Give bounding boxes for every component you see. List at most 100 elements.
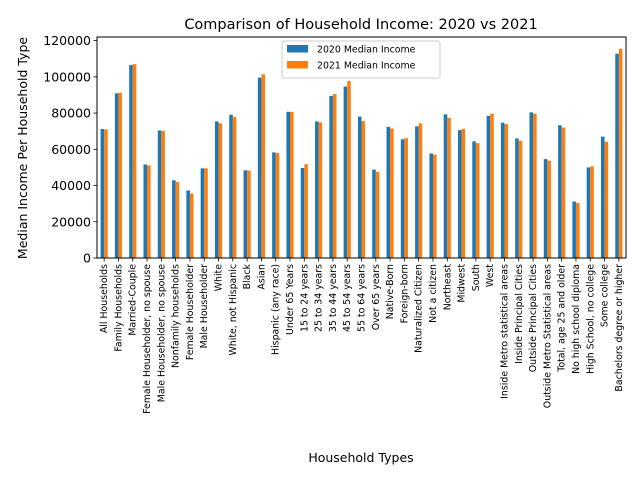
y-tick-label-1: 20000 bbox=[51, 214, 91, 229]
bar-2020-25 bbox=[458, 130, 462, 258]
bar-2020-24 bbox=[443, 114, 448, 258]
bar-2021-22 bbox=[418, 123, 423, 258]
x-tick-label-26: South bbox=[471, 264, 482, 291]
bar-2021-32 bbox=[561, 127, 566, 259]
x-tick-label-21: Foreign-born bbox=[399, 264, 410, 323]
bar-2021-28 bbox=[504, 124, 509, 259]
x-tick-label-28: Inside Metro statistical areas bbox=[499, 264, 510, 399]
y-tick-label-0: 0 bbox=[83, 251, 91, 266]
x-tick-label-7: Male Householder bbox=[199, 264, 210, 349]
bar-2020-6 bbox=[186, 190, 190, 258]
x-tick-label-15: 25 to 34 years bbox=[314, 264, 325, 332]
plot-area bbox=[100, 48, 623, 259]
bar-2021-19 bbox=[375, 171, 380, 258]
bar-2020-13 bbox=[286, 111, 291, 258]
y-axis: 0 20000 40000 60000 80000 100000 120000 bbox=[43, 33, 97, 266]
bar-2020-1 bbox=[114, 93, 119, 258]
bar-2020-30 bbox=[529, 112, 534, 258]
bar-2020-19 bbox=[372, 169, 376, 258]
bar-2020-15 bbox=[315, 121, 319, 258]
legend-box bbox=[281, 40, 441, 79]
bar-2021-9 bbox=[232, 116, 237, 258]
bar-2020-34 bbox=[586, 167, 591, 258]
x-tick-label-17: 45 to 54 years bbox=[342, 264, 353, 332]
bar-2021-29 bbox=[518, 140, 523, 258]
bar-2020-4 bbox=[157, 130, 162, 258]
bar-2021-20 bbox=[390, 128, 394, 258]
bar-2020-2 bbox=[129, 65, 133, 258]
x-tick-label-36: Bachelors degree or higher bbox=[614, 264, 625, 392]
x-tick-label-3: Female Householder, no spouse bbox=[142, 264, 153, 414]
bar-2021-6 bbox=[189, 193, 194, 258]
bar-2021-31 bbox=[547, 160, 551, 258]
bar-2021-21 bbox=[404, 138, 408, 258]
bar-2021-5 bbox=[175, 181, 180, 258]
bar-2020-5 bbox=[172, 180, 176, 258]
bar-2020-28 bbox=[500, 122, 505, 258]
bar-2020-29 bbox=[515, 138, 519, 258]
bar-2020-23 bbox=[429, 153, 433, 258]
x-tick-label-19: Over 65 years bbox=[371, 264, 382, 330]
bar-2021-4 bbox=[161, 130, 165, 258]
bar-2021-15 bbox=[318, 122, 323, 258]
bar-2020-31 bbox=[543, 159, 548, 258]
x-axis-label: Household Types bbox=[308, 450, 413, 465]
x-tick-label-27: West bbox=[485, 264, 496, 287]
bar-2020-3 bbox=[143, 164, 148, 258]
bar-2021-12 bbox=[275, 152, 280, 258]
y-tick-label-2: 40000 bbox=[51, 178, 91, 193]
bar-2021-23 bbox=[432, 154, 437, 258]
bar-2021-13 bbox=[290, 111, 294, 258]
x-tick-label-35: Some college bbox=[600, 264, 611, 327]
x-tick-label-29: Inside Principal Cities bbox=[514, 264, 525, 364]
bar-2021-24 bbox=[447, 117, 451, 258]
bar-2020-18 bbox=[357, 116, 362, 258]
x-tick-label-6: Female Householder bbox=[185, 264, 196, 360]
x-tick-label-34: High School, no college bbox=[585, 264, 596, 374]
y-tick-label-6: 120000 bbox=[43, 33, 91, 48]
bar-2021-33 bbox=[575, 202, 580, 258]
x-tick-label-11: Asian bbox=[256, 264, 267, 290]
bar-2021-16 bbox=[332, 94, 337, 258]
bar-2021-30 bbox=[533, 113, 537, 258]
y-tick-label-4: 80000 bbox=[51, 106, 91, 121]
bar-2020-36 bbox=[615, 53, 619, 258]
bar-2020-32 bbox=[558, 125, 562, 259]
bar-2021-27 bbox=[490, 113, 494, 258]
legend-label-1: 2021 Median Income bbox=[317, 61, 416, 72]
x-tick-label-13: Under 65 Years bbox=[285, 264, 296, 335]
bar-2021-36 bbox=[618, 48, 623, 258]
bar-2020-14 bbox=[300, 167, 305, 258]
bar-2021-10 bbox=[247, 170, 251, 258]
chart-title: Comparison of Household Income: 2020 vs … bbox=[184, 17, 537, 33]
x-tick-label-2: Married-Couple bbox=[128, 264, 139, 336]
x-tick-label-23: Not a citizen bbox=[428, 264, 439, 323]
x-tick-label-18: 55 to 64 years bbox=[357, 264, 368, 332]
legend-swatch-1 bbox=[287, 61, 308, 69]
x-tick-label-32: Total, age 25 and older bbox=[557, 264, 568, 373]
x-tick-label-31: Outside Metro Statistical areas bbox=[542, 264, 553, 408]
bar-2020-17 bbox=[343, 86, 348, 258]
bar-2020-16 bbox=[329, 95, 333, 258]
x-tick-label-25: Midwest bbox=[457, 264, 468, 303]
bar-2020-27 bbox=[486, 115, 491, 258]
bar-2020-7 bbox=[200, 168, 205, 258]
x-tick-label-30: Outside Principal Cities bbox=[528, 264, 539, 372]
x-tick-label-12: Hispanic (any race) bbox=[271, 264, 282, 355]
bar-2021-18 bbox=[361, 121, 366, 258]
x-axis: All Households Family Households Married-C… bbox=[99, 258, 625, 414]
y-tick-label-3: 60000 bbox=[51, 142, 91, 157]
x-tick-label-24: Northeast bbox=[442, 264, 453, 311]
bar-2021-26 bbox=[475, 143, 480, 258]
bar-2020-20 bbox=[386, 126, 391, 258]
x-tick-label-8: White bbox=[214, 264, 225, 291]
x-tick-label-9: White, not Hispanic bbox=[228, 264, 239, 356]
bar-2021-17 bbox=[347, 81, 351, 258]
y-axis-label: Median Income Per Household Type bbox=[15, 37, 30, 259]
bar-2021-7 bbox=[204, 168, 208, 258]
x-tick-label-16: 35 to 44 years bbox=[328, 264, 339, 332]
x-tick-label-10: Black bbox=[242, 263, 253, 289]
bar-2020-33 bbox=[572, 201, 576, 258]
legend-label-0: 2020 Median Income bbox=[317, 45, 416, 56]
